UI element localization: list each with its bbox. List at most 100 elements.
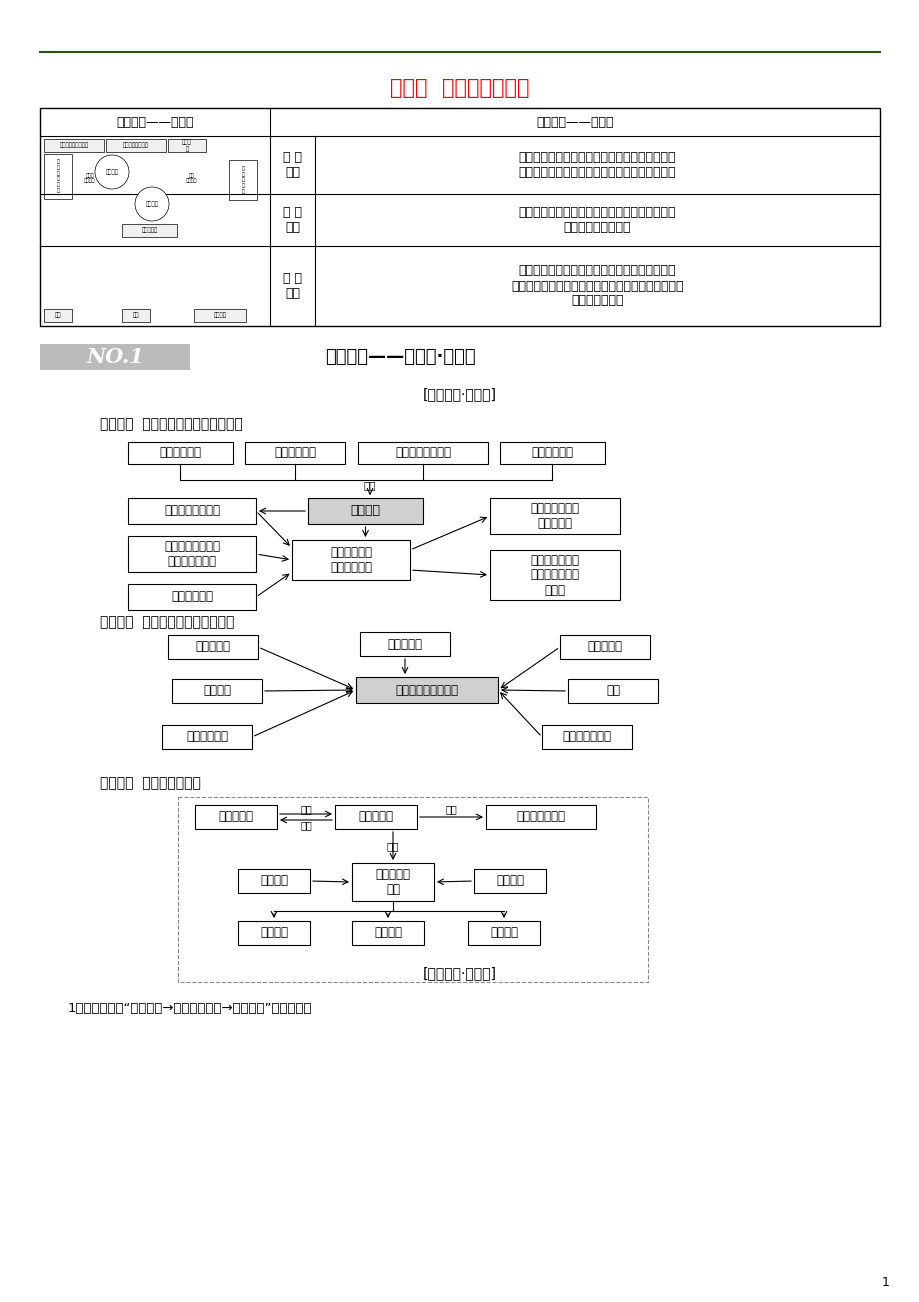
FancyBboxPatch shape — [194, 309, 245, 322]
Text: 1．据梅托斯的“人口膨胀→自然资源耗竭→环境污染”模型图分析: 1．据梅托斯的“人口膨胀→自然资源耗竭→环境污染”模型图分析 — [68, 1001, 312, 1014]
Text: 全球性生态环境问题: 全球性生态环境问题 — [395, 684, 458, 697]
Text: 协调人口与环
境关系的措施: 协调人口与环 境关系的措施 — [330, 546, 371, 574]
Text: 人均耕地减少: 人均耕地减少 — [159, 447, 201, 460]
FancyBboxPatch shape — [352, 863, 434, 901]
FancyBboxPatch shape — [352, 921, 424, 945]
FancyBboxPatch shape — [541, 725, 631, 749]
Text: 环境污染加剧: 环境污染加剧 — [531, 447, 573, 460]
FancyBboxPatch shape — [122, 224, 176, 237]
FancyBboxPatch shape — [490, 497, 619, 534]
FancyBboxPatch shape — [128, 497, 255, 523]
Text: 通过分析全球性生态环境问题及外来物种入侵的
危害，关注人口、资源与环境的关系，形成保护环境
从我做起的意识: 通过分析全球性生态环境问题及外来物种入侵的 危害，关注人口、资源与环境的关系，形… — [511, 264, 683, 307]
FancyBboxPatch shape — [356, 677, 497, 703]
FancyBboxPatch shape — [229, 160, 256, 201]
Text: 知识体系——定内容: 知识体系——定内容 — [116, 116, 194, 129]
Text: 海洋污染: 海洋污染 — [203, 685, 231, 698]
Text: 加大保护资源和
环境的力度: 加大保护资源和 环境的力度 — [530, 503, 579, 530]
Text: 全球气候变化: 全球气候变化 — [186, 730, 228, 743]
Text: 保护措施: 保护措施 — [213, 312, 226, 318]
Text: 通过分析生物多样性形成的原因，培养运用逻辑
思维分析问题的能力: 通过分析生物多样性形成的原因，培养运用逻辑 思维分析问题的能力 — [518, 206, 675, 234]
FancyBboxPatch shape — [238, 868, 310, 893]
Text: 双基落实——系统化·问题化: 双基落实——系统化·问题化 — [324, 348, 475, 366]
FancyBboxPatch shape — [40, 344, 190, 370]
Text: 推进生态农业: 推进生态农业 — [171, 591, 213, 604]
Text: 人口增长: 人口增长 — [106, 169, 119, 174]
Text: 生 命
观念: 生 命 观念 — [283, 151, 301, 178]
FancyBboxPatch shape — [468, 921, 539, 945]
FancyBboxPatch shape — [172, 680, 262, 703]
Text: [基本技能·问题化]: [基本技能·问题化] — [423, 966, 496, 980]
Text: 导致: 导致 — [363, 480, 376, 490]
Text: 生物多样性: 生物多样性 — [142, 228, 157, 233]
Text: 土地荒漠化: 土地荒漠化 — [587, 641, 622, 654]
Text: 生物多样性锐减: 生物多样性锐减 — [562, 730, 611, 743]
Text: [基础知识·系统化]: [基础知识·系统化] — [423, 387, 496, 401]
FancyBboxPatch shape — [244, 441, 345, 464]
FancyBboxPatch shape — [44, 139, 104, 152]
Text: 生态系统多样性: 生态系统多样性 — [516, 811, 565, 823]
FancyBboxPatch shape — [335, 805, 416, 829]
Text: 本质: 本质 — [300, 805, 312, 814]
Text: 基因多样性: 基因多样性 — [219, 811, 254, 823]
Text: 知识点二  关注全球性生态环境问题: 知识点二 关注全球性生态环境问题 — [100, 615, 234, 629]
FancyBboxPatch shape — [291, 540, 410, 579]
Text: 层次: 层次 — [55, 312, 62, 318]
FancyBboxPatch shape — [162, 725, 252, 749]
FancyBboxPatch shape — [490, 549, 619, 600]
FancyBboxPatch shape — [128, 441, 233, 464]
FancyBboxPatch shape — [168, 635, 257, 659]
FancyBboxPatch shape — [308, 497, 423, 523]
FancyBboxPatch shape — [473, 868, 545, 893]
Text: 理 性
思维: 理 性 思维 — [283, 206, 301, 234]
FancyBboxPatch shape — [44, 154, 72, 199]
Text: 不合理
资源利用: 不合理 资源利用 — [85, 173, 96, 184]
Text: 社 会
责任: 社 会 责任 — [283, 272, 301, 299]
Circle shape — [95, 155, 129, 189]
Text: 人口增长: 人口增长 — [350, 504, 380, 517]
Text: 决定: 决定 — [300, 820, 312, 829]
Text: 粮食需求增加: 粮食需求增加 — [274, 447, 315, 460]
FancyBboxPatch shape — [122, 309, 150, 322]
Text: 价值: 价值 — [132, 312, 139, 318]
Text: 物种多样性: 物种多样性 — [358, 811, 393, 823]
Text: 水资源短缺: 水资源短缺 — [196, 641, 231, 654]
Text: 治理措
施: 治理措 施 — [182, 139, 192, 151]
FancyBboxPatch shape — [357, 441, 487, 464]
Text: 对生态环境的影响: 对生态环境的影响 — [123, 143, 149, 148]
FancyBboxPatch shape — [485, 805, 596, 829]
FancyBboxPatch shape — [44, 309, 72, 322]
Text: 可
持
续
发
展: 可 持 续 发 展 — [242, 165, 244, 194]
Text: 全
环
球
生
问
题: 全 环 球 生 问 题 — [56, 159, 60, 193]
Text: 知识点三  保护生物多样性: 知识点三 保护生物多样性 — [100, 776, 200, 790]
Text: 我国人口现状与前景: 我国人口现状与前景 — [60, 143, 88, 148]
FancyBboxPatch shape — [195, 805, 277, 829]
Text: 酸雨: 酸雨 — [606, 685, 619, 698]
Text: 合理
资源利用: 合理 资源利用 — [186, 173, 198, 184]
Text: 就地保护: 就地保护 — [260, 875, 288, 888]
FancyBboxPatch shape — [128, 536, 255, 572]
FancyBboxPatch shape — [128, 585, 255, 611]
FancyBboxPatch shape — [106, 139, 165, 152]
FancyBboxPatch shape — [359, 631, 449, 656]
FancyBboxPatch shape — [560, 635, 650, 659]
Text: 自然资源大量消耗: 自然资源大量消耗 — [394, 447, 450, 460]
Text: 监控、治理江河湖
泊及海域的污染: 监控、治理江河湖 泊及海域的污染 — [164, 540, 220, 568]
Text: 臭氧层破坏: 臭氧层破坏 — [387, 638, 422, 651]
Text: 易地保护: 易地保护 — [495, 875, 524, 888]
Text: 直接价值: 直接价值 — [260, 927, 288, 940]
Text: 1: 1 — [881, 1276, 889, 1289]
Text: 知识点一  人口增长对生态环境的影响: 知识点一 人口增长对生态环境的影响 — [100, 417, 243, 431]
Text: 第三讲  生态环境的保护: 第三讲 生态环境的保护 — [390, 78, 529, 98]
Text: 潜在价值: 潜在价值 — [490, 927, 517, 940]
Text: 加强生物多样性
保护和自然保护
区建设: 加强生物多样性 保护和自然保护 区建设 — [530, 553, 579, 596]
Text: 生物多样性
价值: 生物多样性 价值 — [375, 868, 410, 896]
FancyBboxPatch shape — [168, 139, 206, 152]
Text: 层次: 层次 — [386, 841, 399, 852]
Text: 生态环境: 生态环境 — [145, 202, 158, 207]
Text: 继续控制人口增长: 继续控制人口增长 — [164, 504, 220, 517]
FancyBboxPatch shape — [238, 921, 310, 945]
FancyBboxPatch shape — [567, 680, 657, 703]
Text: 核心素养——定能力: 核心素养——定能力 — [536, 116, 613, 129]
FancyBboxPatch shape — [499, 441, 605, 464]
Circle shape — [135, 187, 169, 221]
